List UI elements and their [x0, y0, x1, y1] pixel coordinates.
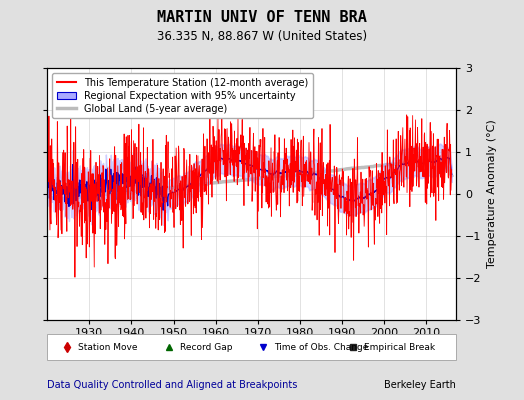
Text: 1960: 1960: [202, 328, 230, 338]
Text: Record Gap: Record Gap: [180, 342, 233, 352]
Text: Data Quality Controlled and Aligned at Breakpoints: Data Quality Controlled and Aligned at B…: [47, 380, 298, 390]
Text: 1970: 1970: [244, 328, 272, 338]
Y-axis label: Temperature Anomaly (°C): Temperature Anomaly (°C): [487, 120, 497, 268]
FancyBboxPatch shape: [47, 334, 456, 360]
Text: Empirical Break: Empirical Break: [364, 342, 435, 352]
Text: Station Move: Station Move: [78, 342, 137, 352]
Text: Time of Obs. Change: Time of Obs. Change: [274, 342, 368, 352]
Legend: This Temperature Station (12-month average), Regional Expectation with 95% uncer: This Temperature Station (12-month avera…: [52, 73, 313, 118]
Text: Berkeley Earth: Berkeley Earth: [384, 380, 456, 390]
Text: MARTIN UNIV OF TENN BRA: MARTIN UNIV OF TENN BRA: [157, 10, 367, 25]
Text: 1950: 1950: [159, 328, 188, 338]
Text: 36.335 N, 88.867 W (United States): 36.335 N, 88.867 W (United States): [157, 30, 367, 43]
Text: 1980: 1980: [286, 328, 314, 338]
Text: 2010: 2010: [412, 328, 441, 338]
Text: 1990: 1990: [328, 328, 356, 338]
Text: 1930: 1930: [75, 328, 103, 338]
Text: 2000: 2000: [370, 328, 398, 338]
Text: 1940: 1940: [117, 328, 146, 338]
